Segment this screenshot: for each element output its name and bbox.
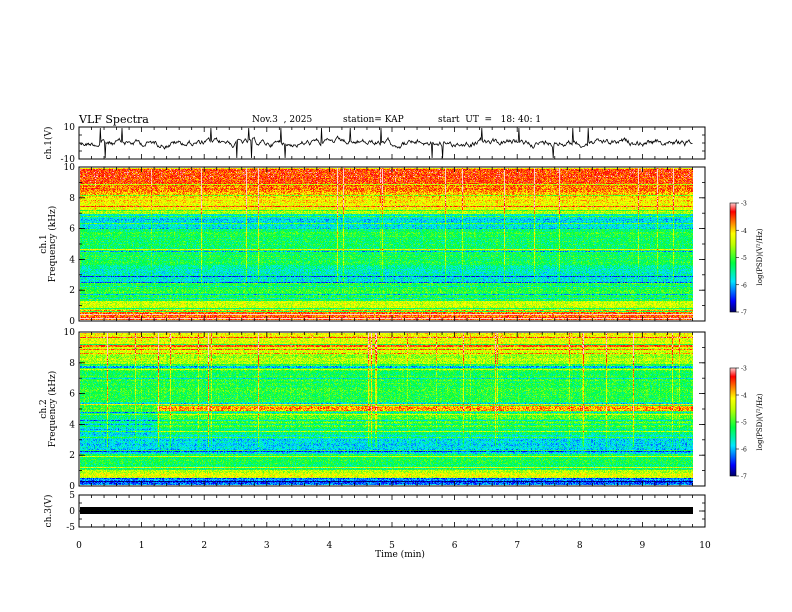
ch1-spectrogram-frame xyxy=(78,166,706,322)
x-tick-label: 7 xyxy=(514,541,520,551)
header-title: VLF Spectra xyxy=(79,113,149,126)
spec2-ytick-label: 2 xyxy=(69,451,75,461)
spec1-ytick-label: 2 xyxy=(69,286,75,296)
ch1-colorbar-label: log(PSD)(V²/Hz) xyxy=(756,228,764,285)
ch1-ytick-label: -10 xyxy=(61,155,76,165)
ch1-colorbar-tick-label: -6 xyxy=(741,282,747,289)
colorbar-ticks: -3 -4 -5 -6 -7 -3 -4 -5 -6 -7 xyxy=(736,201,747,481)
x-tick-label: 9 xyxy=(640,541,646,551)
spec1-ytick-label: 6 xyxy=(69,225,75,235)
spec1-ytick-label: 10 xyxy=(64,163,76,173)
ch1-colorbar-tick-label: -3 xyxy=(741,201,747,208)
x-tick-label: 6 xyxy=(452,541,458,551)
ch1-spectrogram-image xyxy=(80,168,693,320)
spec2-ytick-label: 6 xyxy=(69,390,75,400)
ch1-spec-ylabel-top: ch.1 xyxy=(39,234,49,253)
ch1-colorbar xyxy=(729,202,737,313)
ch2-colorbar-tick-label: -6 xyxy=(741,447,747,454)
ch1-waveform-ylabel: ch.1(V) xyxy=(43,127,54,160)
spec2-ytick-label: 4 xyxy=(69,420,75,430)
ch3-waveform-line xyxy=(80,507,693,514)
header-date: Nov.3 , 2025 xyxy=(252,115,313,125)
ch1-colorbar-tick-label: -7 xyxy=(741,310,747,317)
ch2-colorbar-tick-label: -3 xyxy=(741,366,747,373)
ch2-colorbar-label: log(PSD)(V²/Hz) xyxy=(756,393,764,450)
header-station: station= KAP xyxy=(343,115,404,125)
x-tick-label: 1 xyxy=(139,541,145,551)
ch2-spectrogram-frame xyxy=(78,331,706,487)
x-tick-label: 5 xyxy=(389,541,395,551)
header-start: start UT = 18: 40: 1 xyxy=(438,115,542,125)
spec2-ytick-label: 8 xyxy=(69,359,75,369)
ch3-ytick-label: -5 xyxy=(66,523,75,533)
ch2-colorbar-tick-label: -5 xyxy=(741,420,747,427)
ch1-colorbar-tick-label: -4 xyxy=(741,228,747,235)
ch1-colorbar-tick-label: -5 xyxy=(741,255,747,262)
spec1-ytick-label: 4 xyxy=(69,255,75,265)
ch1-spec-ylabel: Frequency (kHz) xyxy=(47,206,58,283)
ch1-waveform-line xyxy=(79,127,693,159)
ch3-ytick-label: 5 xyxy=(69,491,75,501)
ch1-ytick-label: 10 xyxy=(64,123,76,133)
spec1-ytick-label: 0 xyxy=(69,317,75,327)
spec2-ytick-label: 0 xyxy=(69,482,75,492)
ch2-colorbar-tick-label: -4 xyxy=(741,393,747,400)
x-tick-label: 10 xyxy=(699,541,711,551)
ch3-ytick-label: 0 xyxy=(69,507,75,517)
x-tick-label: 3 xyxy=(264,541,270,551)
ch3-waveform-ylabel: ch.3(V) xyxy=(43,495,54,528)
ch2-spec-ylabel-top: ch.2 xyxy=(39,399,49,418)
x-tick-label: 0 xyxy=(76,541,82,551)
ch2-spec-ylabel: Frequency (kHz) xyxy=(47,371,58,448)
x-tick-label: 8 xyxy=(577,541,583,551)
x-tick-label: 4 xyxy=(327,541,333,551)
axis-ticks xyxy=(78,126,706,528)
ch2-spectrogram-image xyxy=(80,333,693,485)
x-tick-label: 2 xyxy=(201,541,207,551)
spec2-ytick-label: 10 xyxy=(64,328,76,338)
ch2-colorbar-tick-label: -7 xyxy=(741,474,747,481)
ch2-colorbar xyxy=(729,367,737,477)
x-axis-label: Time (min) xyxy=(375,549,425,560)
spec1-ytick-label: 8 xyxy=(69,194,75,204)
